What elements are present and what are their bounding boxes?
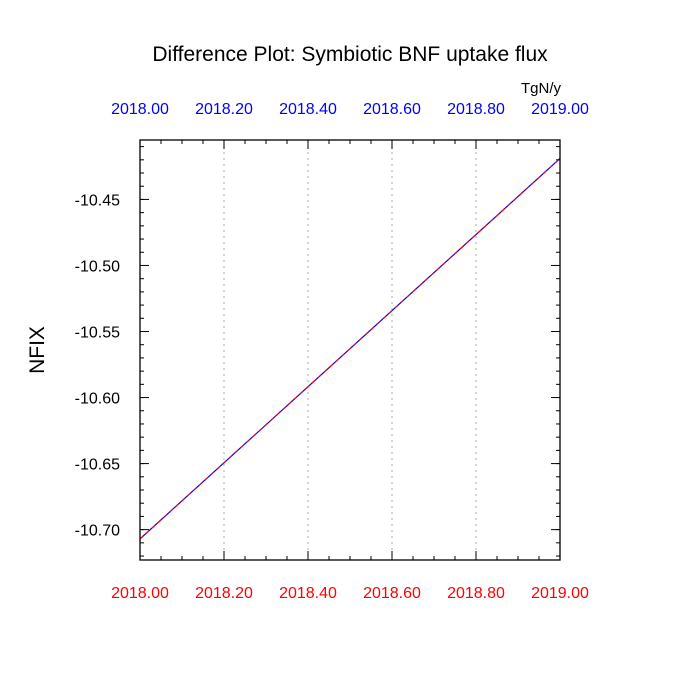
y-tick-label: -10.65 bbox=[75, 457, 120, 474]
chart-title: Difference Plot: Symbiotic BNF uptake fl… bbox=[152, 43, 548, 66]
plot-frame bbox=[139, 139, 561, 561]
x-tick-label-top: 2018.40 bbox=[279, 101, 337, 118]
y-tick-label: -10.55 bbox=[75, 325, 120, 342]
axis-ticks bbox=[139, 140, 561, 560]
x-tick-label-bottom: 2018.80 bbox=[447, 585, 505, 602]
x-tick-label-top: 2019.00 bbox=[531, 101, 589, 118]
x-tick-label-top: 2018.20 bbox=[195, 101, 253, 118]
y-tick-label: -10.70 bbox=[75, 523, 120, 540]
x-tick-label-bottom: 2019.00 bbox=[531, 585, 589, 602]
x-tick-label-bottom: 2018.60 bbox=[363, 585, 421, 602]
units-label: TgN/y bbox=[521, 80, 562, 97]
tick-labels: 2018.00 2018.00 2018.20 2018.20 2018.40 2018.… bbox=[75, 101, 589, 602]
series-line-overlay bbox=[139, 158, 561, 540]
y-axis-label: NFIX bbox=[26, 326, 49, 374]
x-tick-label-top: 2018.00 bbox=[111, 101, 169, 118]
series-lines bbox=[139, 158, 561, 540]
y-tick-label: -10.45 bbox=[75, 192, 120, 209]
x-tick-label-top: 2018.80 bbox=[447, 101, 505, 118]
x-tick-label-bottom: 2018.00 bbox=[111, 585, 169, 602]
y-tick-label: -10.50 bbox=[75, 258, 120, 275]
grid-lines bbox=[223, 140, 477, 560]
x-tick-label-bottom: 2018.20 bbox=[195, 585, 253, 602]
y-tick-label: -10.60 bbox=[75, 391, 120, 408]
x-tick-label-bottom: 2018.40 bbox=[279, 585, 337, 602]
x-tick-label-top: 2018.60 bbox=[363, 101, 421, 118]
